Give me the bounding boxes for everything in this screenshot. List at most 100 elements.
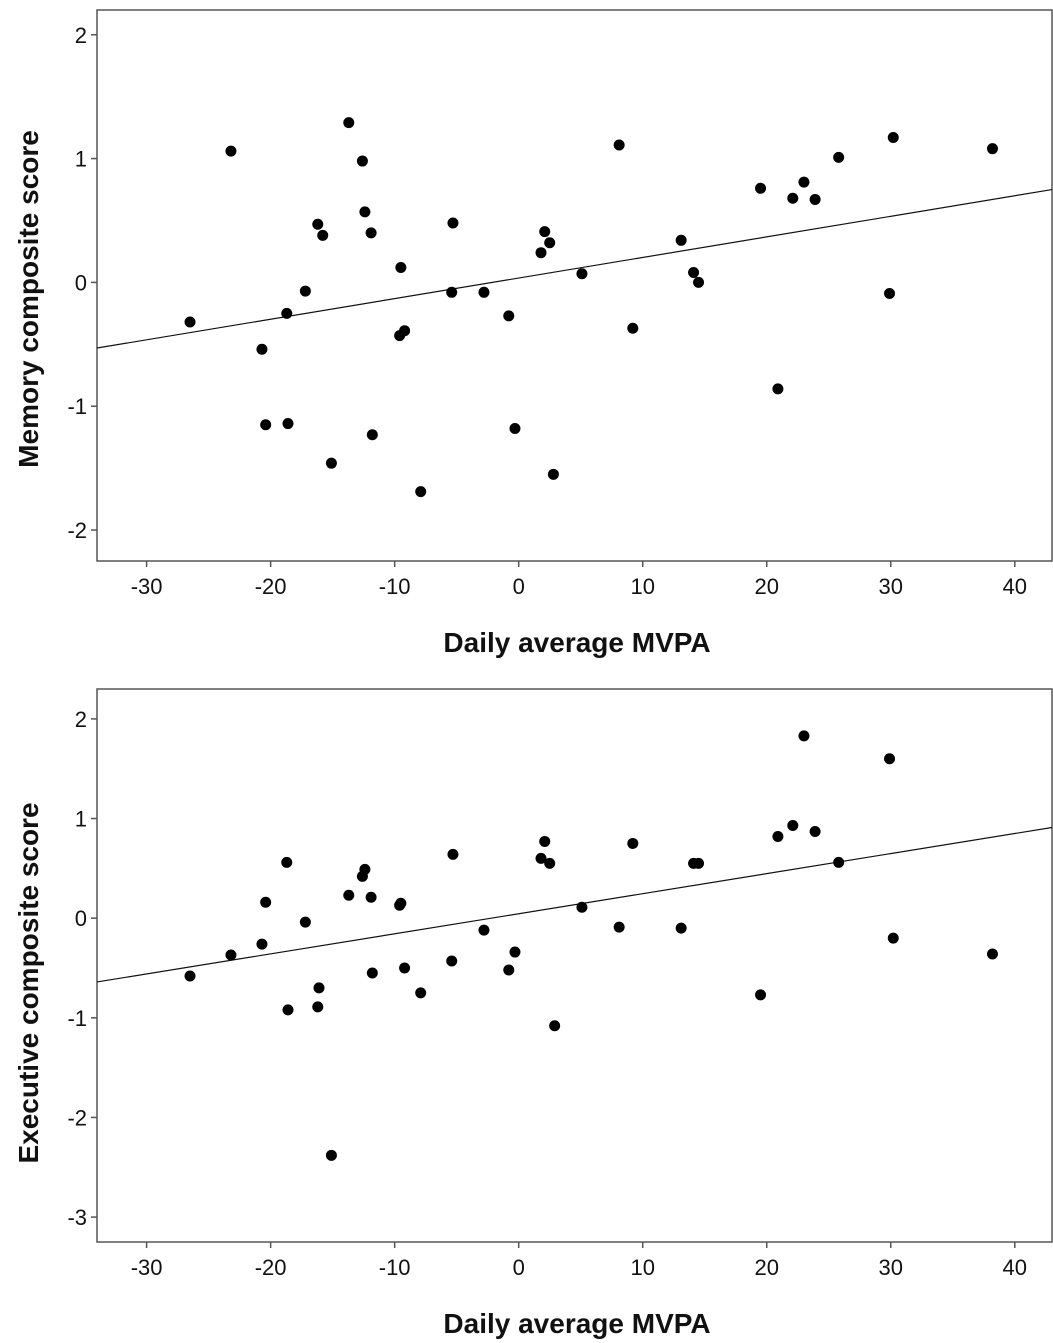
data-point [509, 423, 521, 435]
y-axis-title: Executive composite score [13, 802, 44, 1163]
data-point [325, 457, 337, 469]
data-point [772, 830, 784, 842]
data-point [539, 226, 551, 238]
data-point [503, 310, 515, 322]
data-point [415, 987, 427, 999]
data-point [260, 896, 272, 908]
y-tick-label: -3 [67, 1205, 87, 1230]
data-point [478, 286, 490, 298]
data-point [787, 820, 799, 832]
data-point [260, 419, 272, 431]
data-point [884, 288, 896, 300]
data-point [356, 155, 368, 167]
data-point [312, 1001, 324, 1013]
data-point [675, 234, 687, 246]
data-point [366, 967, 378, 979]
y-tick-label: 2 [75, 707, 87, 732]
data-point [256, 938, 268, 950]
x-tick-label: 40 [1003, 574, 1027, 599]
data-point [688, 266, 700, 278]
y-tick-label: 0 [75, 906, 87, 931]
data-point [447, 848, 459, 860]
data-point [399, 325, 411, 337]
data-point [798, 176, 810, 188]
data-point [693, 857, 705, 869]
data-point [447, 217, 459, 229]
data-point [366, 429, 378, 441]
data-point [399, 962, 411, 974]
data-point [547, 468, 559, 480]
x-tick-label: 30 [879, 574, 903, 599]
data-point [446, 955, 458, 967]
y-tick-label: 1 [75, 147, 87, 172]
x-tick-label: 30 [879, 1255, 903, 1280]
y-tick-label: 0 [75, 270, 87, 295]
data-point [184, 316, 196, 328]
data-point [446, 286, 458, 298]
data-point [833, 856, 845, 868]
x-tick-label: 0 [513, 574, 525, 599]
x-tick-label: -20 [255, 1255, 287, 1280]
data-point [343, 117, 355, 129]
data-point [299, 285, 311, 297]
x-axis-title: Daily average MVPA [443, 1308, 710, 1339]
data-point [544, 857, 556, 869]
fit-line [96, 826, 1053, 983]
x-axis-title: Daily average MVPA [443, 627, 710, 658]
data-point [576, 901, 588, 913]
memory-scatter-panel: Daily average MVPA Memory composite scor… [13, 9, 1053, 658]
data-point [225, 949, 237, 961]
data-point [317, 229, 329, 241]
data-point [184, 970, 196, 982]
data-point [395, 262, 407, 274]
data-point [833, 151, 845, 163]
data-point [359, 206, 371, 218]
data-point [539, 835, 551, 847]
x-tick-label: 40 [1003, 1255, 1027, 1280]
data-point [225, 145, 237, 157]
x-tick-label: -10 [379, 574, 411, 599]
data-point [365, 891, 377, 903]
x-tick-label: 0 [513, 1255, 525, 1280]
data-point [986, 143, 998, 155]
data-point [884, 753, 896, 765]
plot-frame [96, 688, 1053, 1243]
data-point [359, 863, 371, 875]
data-point [343, 889, 355, 901]
data-point [544, 237, 556, 249]
x-tick-label: -10 [379, 1255, 411, 1280]
data-point [535, 247, 547, 259]
data-point [986, 948, 998, 960]
x-tick-label: -20 [255, 574, 287, 599]
data-point [256, 343, 268, 355]
x-tick-label: 10 [630, 1255, 654, 1280]
x-tick-label: 20 [754, 574, 778, 599]
data-point [282, 418, 294, 430]
data-point [798, 730, 810, 742]
data-point [627, 837, 639, 849]
data-point [325, 1149, 337, 1161]
data-point [755, 989, 767, 1001]
executive-scatter-panel: Daily average MVPA Executive composite s… [13, 688, 1053, 1339]
data-point [281, 856, 293, 868]
x-tick-label: 10 [630, 574, 654, 599]
x-tick-label: -30 [131, 574, 163, 599]
data-point [299, 916, 311, 928]
data-point [365, 227, 377, 239]
y-tick-label: -1 [67, 1006, 87, 1031]
data-point [395, 897, 407, 909]
data-point [809, 825, 821, 837]
data-point [478, 924, 490, 936]
data-point [809, 193, 821, 205]
data-point [675, 922, 687, 934]
y-tick-label: -1 [67, 394, 87, 419]
data-point [693, 276, 705, 288]
data-point [576, 268, 588, 280]
x-tick-label: -30 [131, 1255, 163, 1280]
data-point [549, 1020, 561, 1032]
data-point [613, 921, 625, 933]
data-point [535, 852, 547, 864]
data-point [312, 218, 324, 230]
y-tick-label: -2 [67, 518, 87, 543]
y-tick-label: -2 [67, 1105, 87, 1130]
